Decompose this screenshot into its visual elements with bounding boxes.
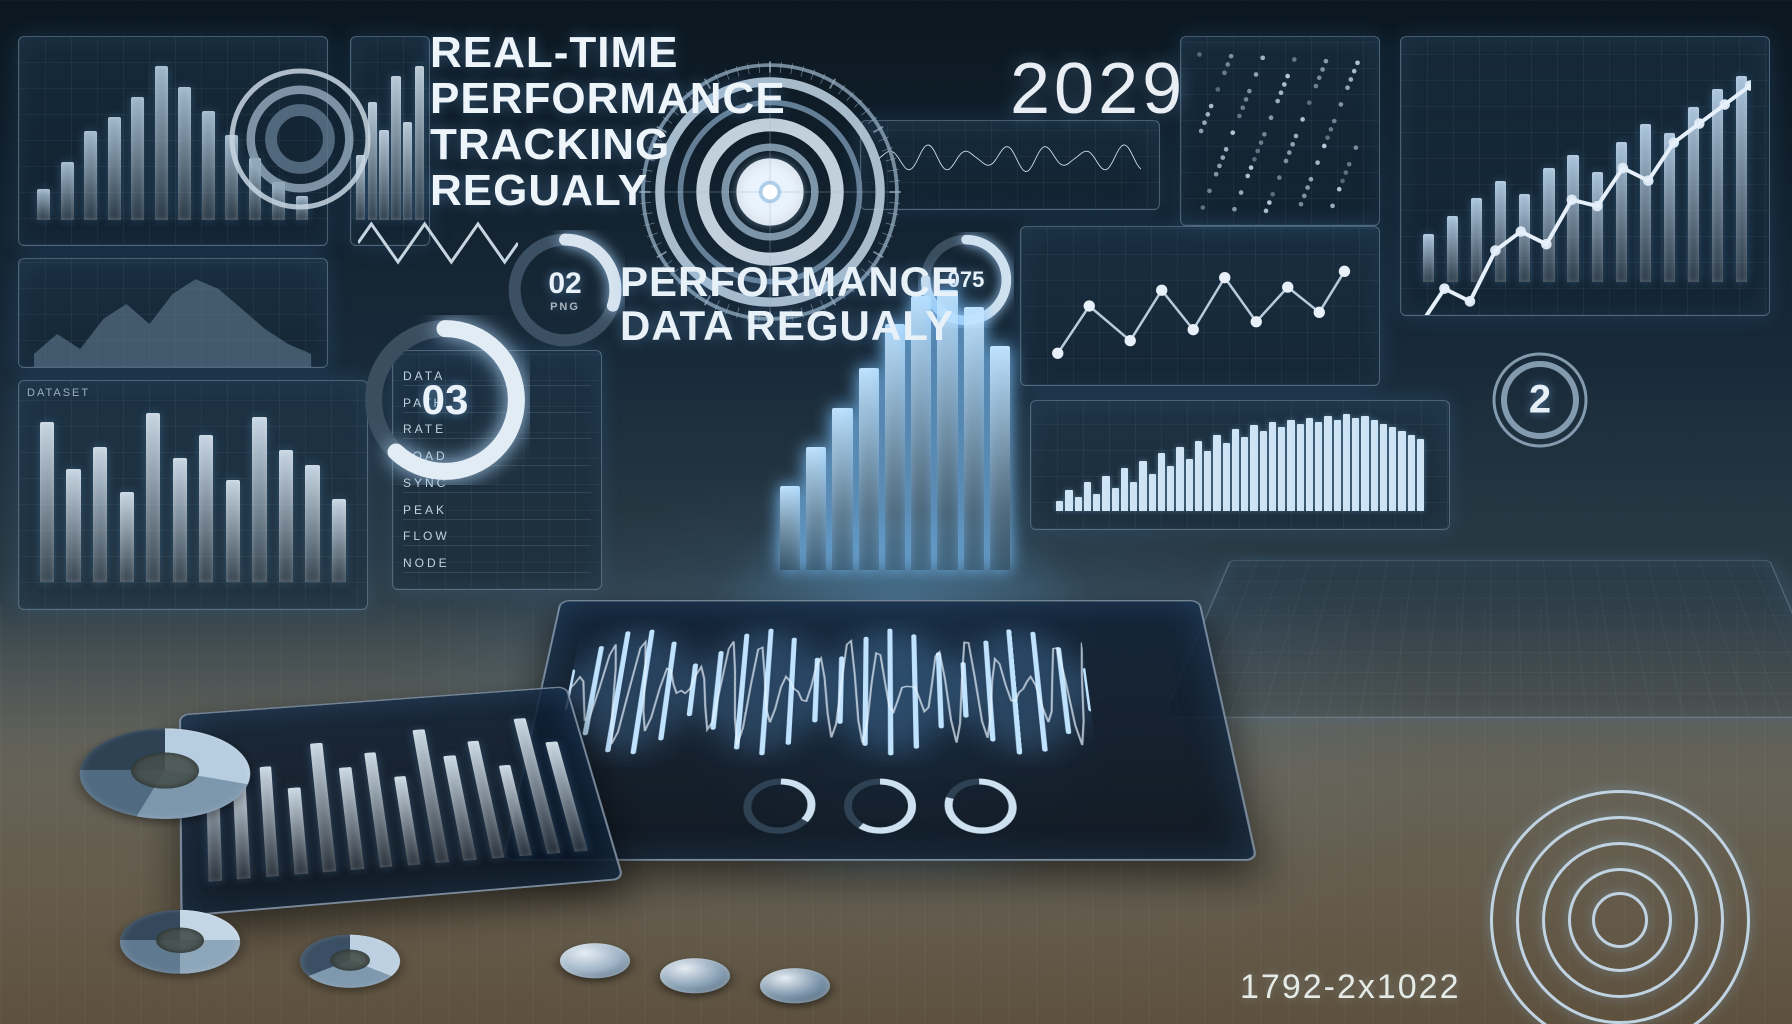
title-line: REGUALY [430,168,786,214]
bar [391,76,400,220]
bar [279,450,293,581]
panel-network [1020,226,1380,386]
gauge-value: 02PNG [548,267,581,313]
label-row: FLOW [403,527,591,546]
bar [364,752,393,868]
bar [178,87,191,220]
gauge-value: 03 [422,376,469,424]
bar [415,66,424,220]
ripple-rings [1480,780,1760,1024]
bar [66,469,80,581]
title-primary: REAL-TIMEPERFORMANCETRACKINGREGUALY [430,30,786,214]
title-line: DATA REGUALY [620,304,960,348]
tablet-dials-row [553,772,1206,840]
bar-chart [205,716,587,881]
holo-bar [964,307,984,570]
bar [288,787,308,874]
bar [108,117,121,220]
bar [40,422,54,581]
bar [394,776,421,865]
panel-scatter-dots [1180,36,1380,226]
tablet-dial [737,776,821,837]
bar [332,499,346,581]
title-line: PERFORMANCE [430,76,786,122]
label-row: PEAK [403,501,591,520]
year-readout: 2029 [1010,48,1186,130]
concentric-rings-small [215,54,385,224]
bar [305,465,319,581]
bar [120,492,134,582]
title-line: TRACKING [430,122,786,168]
bar [61,162,74,220]
bar [310,743,336,872]
bar [199,435,213,581]
scatter [1197,52,1363,218]
spark-bars [1056,414,1424,511]
panel-header: DATASET [27,387,90,399]
area-chart [34,268,311,368]
ripple-ring [1592,892,1648,948]
bar [339,767,364,870]
network-graph [1042,243,1357,386]
bar [173,458,187,582]
tablet-dial [939,776,1023,837]
bar-chart [40,413,346,582]
bar [84,131,97,220]
bar [93,447,107,582]
badge-label: 2 [1529,378,1551,423]
holo-bar [780,486,800,570]
gauge-03: 03 [360,315,530,485]
tablet-main [502,600,1258,861]
badge-two: 2 [1490,350,1590,450]
label-row: NODE [403,554,591,573]
panel-spark-bars [1030,400,1450,530]
tablet-left [179,686,624,917]
bar [403,122,412,220]
title-secondary: PERFORMANCEDATA REGUALY [620,260,960,348]
waveform [879,132,1141,184]
bar [412,729,448,863]
holo-bar [859,368,879,570]
zigzag-ornament [358,220,518,266]
panel-grid-plane [1162,560,1792,718]
bar [37,189,50,220]
panel-bars-mid-left: DATASET [18,380,368,610]
line-chart [1419,59,1750,316]
bar [155,66,168,220]
title-line: PERFORMANCE [620,260,960,304]
holo-bar [806,447,826,570]
holo-bar [990,346,1010,570]
tablet-dial [839,776,921,837]
holo-bar [832,408,852,570]
tablet-waveform [554,619,1100,767]
bar [202,111,215,220]
bar [444,756,477,861]
panel-area-chart [18,258,328,368]
bar [498,764,532,855]
bar [146,413,160,582]
title-line: REAL-TIME [430,30,786,76]
panel-bar-line-right [1400,36,1770,316]
bar [131,97,144,220]
bar [226,480,240,581]
bar [259,766,279,876]
holo-bar [885,324,905,570]
bar [252,417,266,582]
dimensions-caption: 1792-2x1022 [1240,968,1461,1007]
